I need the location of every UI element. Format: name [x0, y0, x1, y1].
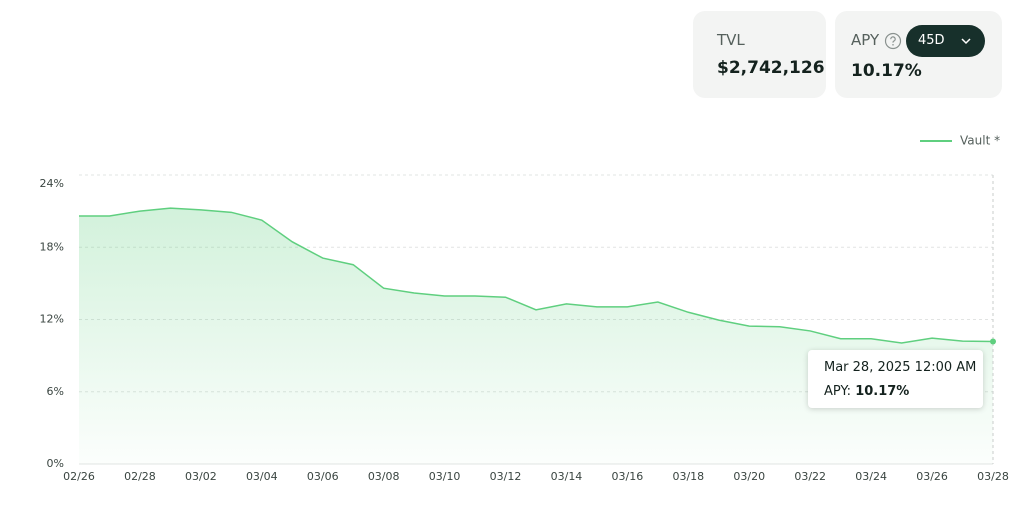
- chevron: [961, 38, 971, 45]
- tvl-card: TVL $2,742,126: [693, 11, 826, 98]
- tooltip-label: APY:: [824, 384, 852, 399]
- x-tick-label: 03/12: [490, 470, 522, 483]
- x-tick-label: 03/26: [916, 470, 948, 483]
- x-tick-label: 03/22: [794, 470, 826, 483]
- line: [79, 207, 994, 344]
- apy-value: 10.17%: [851, 61, 922, 81]
- tvl-label: TVL: [717, 31, 745, 49]
- x-tick-label: 03/18: [672, 470, 704, 483]
- x-tick-label: 03/24: [855, 470, 887, 483]
- x-tick-label: 03/02: [185, 470, 217, 483]
- area: [79, 208, 993, 464]
- y-tick-label: 6%: [47, 385, 64, 398]
- x-tick-label: 03/06: [307, 470, 339, 483]
- tooltip: Mar 28, 2025 12:00 AM APY: 10.17%: [808, 350, 983, 408]
- tooltip-value: APY: 10.17%: [824, 384, 909, 399]
- hover-dot: [990, 338, 996, 345]
- apy-label: APY: [851, 31, 880, 49]
- tooltip-number: 10.17%: [855, 384, 910, 399]
- x-tick-label: 03/28: [977, 470, 1009, 483]
- period-value: 45D: [918, 33, 945, 48]
- y-tick-label: 24%: [40, 177, 64, 190]
- tvl-value: $2,742,126: [717, 58, 825, 78]
- x-tick-label: 02/26: [63, 470, 95, 483]
- period-dropdown[interactable]: 45D: [906, 25, 985, 57]
- info-icon[interactable]: [884, 32, 902, 50]
- tooltip-date: Mar 28, 2025 12:00 AM: [824, 360, 977, 375]
- y-tick-label: 18%: [40, 240, 64, 253]
- x-tick-label: 03/20: [733, 470, 765, 483]
- x-tick-label: 03/08: [368, 470, 400, 483]
- apy-card: APY 10.17% 45D: [835, 11, 1002, 98]
- x-tick-label: 02/28: [124, 470, 156, 483]
- x-tick-label: 03/14: [551, 470, 583, 483]
- y-tick-label: 12%: [40, 313, 64, 326]
- legend-label: Vault *: [960, 134, 1000, 148]
- x-tick-label: 03/04: [246, 470, 278, 483]
- x-tick-label: 03/16: [612, 470, 644, 483]
- y-tick-label: 0%: [47, 457, 64, 470]
- x-tick-label: 03/10: [429, 470, 461, 483]
